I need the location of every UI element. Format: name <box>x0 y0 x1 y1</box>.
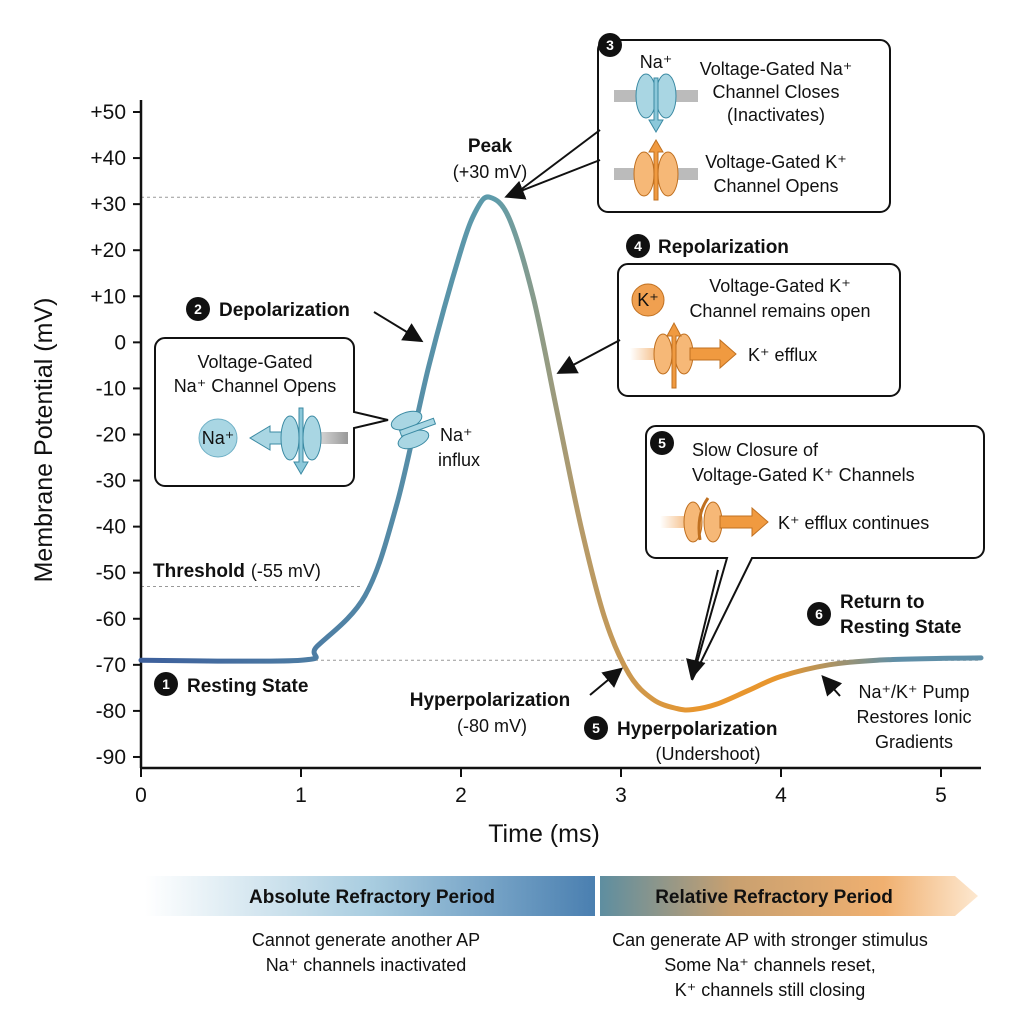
step2-box-line2: Na⁺ Channel Opens <box>174 376 337 396</box>
step5-box-badge: 5 <box>658 435 666 451</box>
step2-title: Depolarization <box>219 300 350 321</box>
step6-line1: Return to <box>840 592 924 613</box>
y-tick-label: -70 <box>96 654 126 677</box>
na-channel-membrane-icon <box>390 410 437 450</box>
y-tick-label: 0 <box>114 331 126 354</box>
absolute-line1: Cannot generate another AP <box>252 930 480 950</box>
absolute-refractory-period: Absolute Refractory Period Cannot genera… <box>145 876 595 975</box>
step2-ion: Na⁺ <box>202 428 235 448</box>
step2-influx-label: influx <box>438 450 480 470</box>
step4-ion: K⁺ <box>637 290 659 310</box>
relative-title: Relative Refractory Period <box>655 887 893 908</box>
step5-box-line1: Slow Closure of <box>692 440 819 460</box>
y-tick-label: +20 <box>90 239 126 262</box>
step4-title: Repolarization <box>658 237 789 258</box>
step5-box-efflux: K⁺ efflux continues <box>778 513 929 533</box>
y-tick-label: +30 <box>90 193 126 216</box>
y-tick-label: +50 <box>90 101 126 124</box>
x-tick-label: 2 <box>455 784 467 807</box>
step3-ion: Na⁺ <box>640 52 673 72</box>
k-ion-icon <box>631 283 665 317</box>
hyper-value: (-80 mV) <box>457 716 527 736</box>
step5-callout: 5 Slow Closure of Voltage-Gated K⁺ Chann… <box>645 425 985 681</box>
step3-badge: 3 <box>606 37 614 53</box>
absolute-title: Absolute Refractory Period <box>249 887 495 908</box>
pump-line1: Na⁺/K⁺ Pump <box>858 682 969 702</box>
step3-na-line2: Channel Closes <box>712 82 839 102</box>
step4-callout: 4 Repolarization K⁺ Voltage-Gated K⁺ Cha… <box>556 234 901 397</box>
step5-badge: 5 <box>592 720 600 736</box>
step2-badge: 2 <box>194 301 202 317</box>
relative-line2: Some Na⁺ channels reset, <box>664 955 876 975</box>
relative-line3: K⁺ channels still closing <box>675 980 866 1000</box>
k-channel-closing-icon <box>660 497 769 543</box>
pump-line2: Restores Ionic <box>856 707 971 727</box>
step2-box-line1: Voltage-Gated <box>197 352 312 372</box>
k-channel-open-icon <box>614 139 698 201</box>
na-channel-open-icon <box>249 407 348 475</box>
step4-line2: Channel remains open <box>689 301 870 321</box>
y-tick-label: -10 <box>96 377 126 400</box>
y-tick-label: +10 <box>90 285 126 308</box>
step5-box-line2: Voltage-Gated K⁺ Channels <box>692 465 915 485</box>
peak-value: (+30 mV) <box>453 162 528 182</box>
step3-na-line3: (Inactivates) <box>727 105 825 125</box>
y-axis-label: Membrane Potential (mV) <box>30 298 58 583</box>
x-axis-label: Time (ms) <box>488 820 600 848</box>
step1-badge: 1 <box>162 676 170 692</box>
step5-sub: (Undershoot) <box>655 744 760 764</box>
x-tick-label: 0 <box>135 784 147 807</box>
step1-title: Resting State <box>187 676 308 697</box>
absolute-line2: Na⁺ channels inactivated <box>266 955 467 975</box>
y-tick-label: -20 <box>96 423 126 446</box>
y-tick-label: -60 <box>96 608 126 631</box>
peak-annotation: Peak (+30 mV) <box>453 136 528 182</box>
x-tick-label: 1 <box>295 784 307 807</box>
step4-line1: Voltage-Gated K⁺ <box>709 276 851 296</box>
threshold-label: Threshold (-55 mV) <box>153 561 321 582</box>
y-tick-label: -90 <box>96 746 126 769</box>
k-channel-efflux-icon <box>630 321 737 389</box>
step5-title: Hyperpolarization <box>617 719 777 740</box>
step3-k-line2: Channel Opens <box>713 176 838 196</box>
x-tick-label: 4 <box>775 784 787 807</box>
y-tick-label: -50 <box>96 562 126 585</box>
pump-line3: Gradients <box>875 732 953 752</box>
step4-badge: 4 <box>634 238 642 254</box>
na-ion-icon <box>198 418 238 458</box>
y-tick-labels: +50 +40 +30 +20 +10 0 -10 -20 -30 -40 -50 -60 -70 -80… <box>90 101 141 769</box>
step2-callout: 2 Depolarization Voltage-Gated Na⁺ Chann… <box>154 297 480 487</box>
step4-efflux: K⁺ efflux <box>748 345 817 365</box>
step6-line2: Resting State <box>840 617 961 638</box>
x-tick-label: 3 <box>615 784 627 807</box>
x-tick-labels: 0 1 2 3 4 5 <box>135 768 947 807</box>
membrane-potential-line <box>138 194 984 713</box>
step6-badge: 6 <box>815 606 823 622</box>
hyper-title: Hyperpolarization <box>410 690 570 711</box>
y-tick-label: +40 <box>90 147 126 170</box>
na-channel-closed-icon <box>614 73 698 133</box>
relative-line1: Can generate AP with stronger stimulus <box>612 930 928 950</box>
step2-influx-ion: Na⁺ <box>440 425 473 445</box>
peak-title: Peak <box>468 136 513 157</box>
step3-callout: 3 Na⁺ Voltage-Gated Na⁺ Channel Closes (… <box>504 33 891 213</box>
step3-na-line1: Voltage-Gated Na⁺ <box>700 59 853 79</box>
y-tick-label: -30 <box>96 470 126 493</box>
y-tick-label: -80 <box>96 700 126 723</box>
y-tick-label: -40 <box>96 516 126 539</box>
x-tick-label: 5 <box>935 784 947 807</box>
relative-refractory-period: Relative Refractory Period Can generate … <box>600 876 978 1000</box>
step3-k-line1: Voltage-Gated K⁺ <box>705 152 847 172</box>
